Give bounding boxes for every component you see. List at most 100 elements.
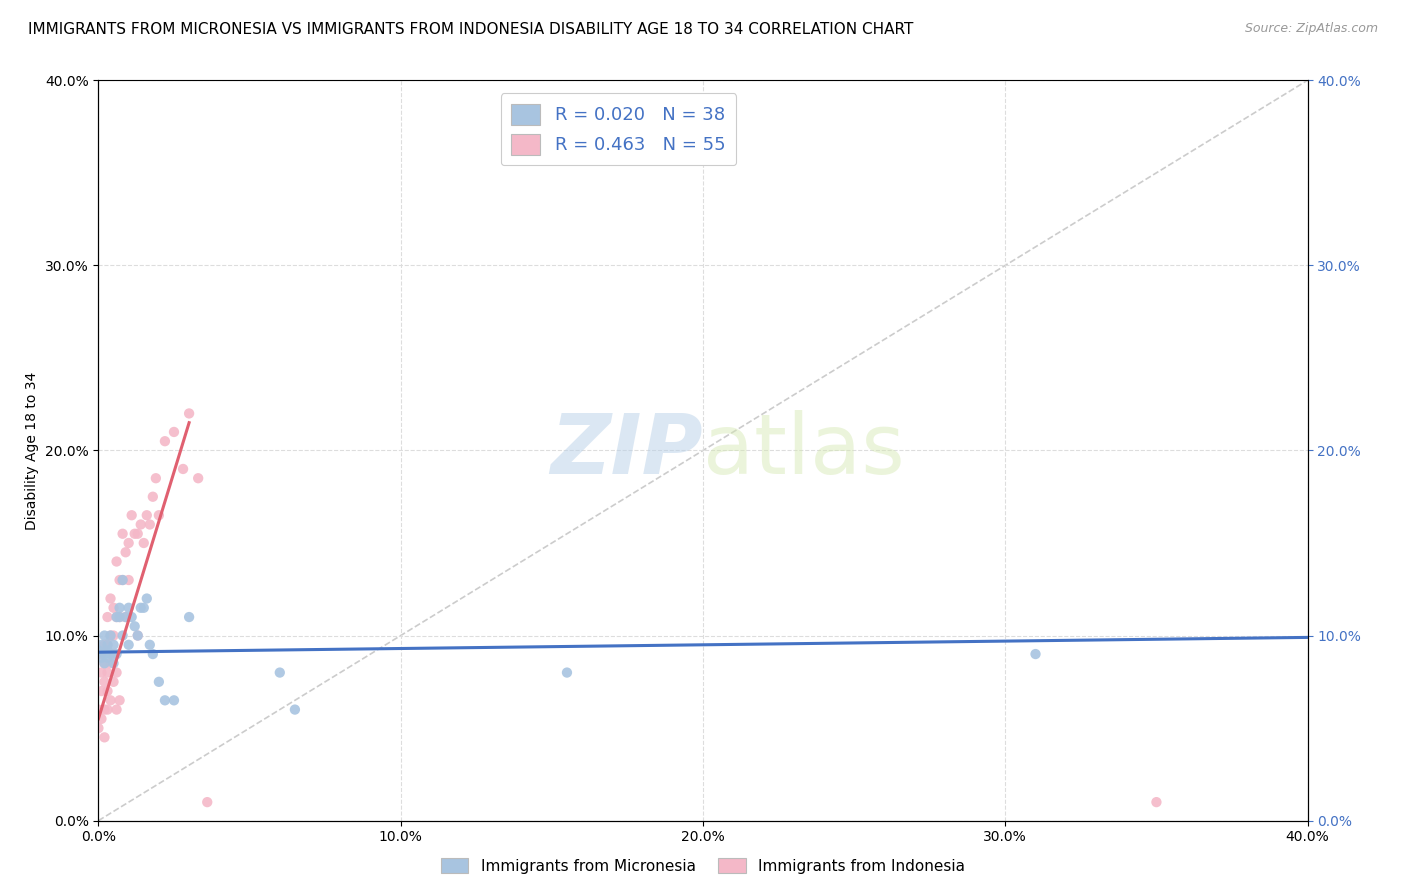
Point (100, 647, 122, 661)
Point (153, 693, 176, 707)
Point (93, 628, 115, 642)
Point (100, 657, 122, 671)
Point (105, 610, 128, 624)
Point (127, 526, 149, 541)
Point (111, 573, 134, 587)
Point (103, 647, 125, 661)
Point (103, 600, 125, 615)
Point (100, 591, 122, 606)
Point (114, 610, 136, 624)
Point (127, 628, 149, 642)
Point (96, 638, 118, 652)
Point (108, 610, 131, 624)
Point (132, 600, 155, 615)
Point (118, 536, 141, 550)
Point (142, 490, 165, 504)
Point (163, 425, 186, 439)
Point (87, 703, 110, 717)
Point (100, 628, 122, 642)
Point (121, 508, 143, 523)
Point (96, 610, 118, 624)
Point (108, 693, 131, 707)
Point (108, 610, 131, 624)
Legend: Immigrants from Micronesia, Immigrants from Indonesia: Immigrants from Micronesia, Immigrants f… (434, 852, 972, 880)
Point (100, 628, 122, 642)
Point (1024, 647, 1046, 661)
Point (103, 674, 125, 689)
Point (124, 526, 146, 541)
Point (90, 650, 112, 665)
Point (96, 665, 118, 680)
Point (90, 665, 112, 680)
Point (87, 721, 110, 735)
Point (96, 643, 118, 657)
Point (135, 591, 157, 606)
Point (93, 647, 115, 661)
Point (108, 573, 131, 587)
Point (103, 628, 125, 642)
Point (103, 657, 125, 671)
Point (129, 600, 152, 615)
Point (90, 647, 112, 661)
Point (90, 638, 112, 652)
Point (114, 545, 136, 559)
Point (145, 471, 167, 485)
Point (135, 508, 157, 523)
Point (179, 610, 201, 624)
Point (121, 610, 143, 624)
Point (284, 703, 307, 717)
Point (555, 665, 578, 680)
Point (93, 638, 115, 652)
Point (153, 434, 176, 449)
Point (118, 600, 141, 615)
Point (127, 628, 149, 642)
Point (139, 638, 162, 652)
Point (90, 684, 112, 698)
Point (93, 731, 115, 745)
Point (118, 573, 141, 587)
Text: Source: ZipAtlas.com: Source: ZipAtlas.com (1244, 22, 1378, 36)
Point (108, 600, 131, 615)
Point (90, 712, 112, 726)
Point (93, 674, 115, 689)
Point (96, 703, 118, 717)
Point (148, 508, 170, 523)
Point (172, 462, 194, 476)
Point (142, 647, 165, 661)
Legend: R = 0.020   N = 38, R = 0.463   N = 55: R = 0.020 N = 38, R = 0.463 N = 55 (501, 93, 737, 165)
Point (139, 517, 162, 532)
Point (103, 638, 125, 652)
Point (105, 703, 128, 717)
Text: atlas: atlas (703, 410, 904, 491)
Point (105, 647, 128, 661)
Point (93, 657, 115, 671)
Point (87, 643, 110, 657)
Point (114, 610, 136, 624)
Point (96, 684, 118, 698)
Point (100, 693, 122, 707)
Point (163, 693, 186, 707)
Text: ZIP: ZIP (550, 410, 703, 491)
Point (105, 554, 128, 569)
Point (129, 517, 152, 532)
Point (148, 674, 170, 689)
Point (96, 650, 118, 665)
Point (111, 628, 134, 642)
Point (93, 703, 115, 717)
Point (195, 795, 218, 809)
Point (105, 610, 128, 624)
Point (1144, 795, 1167, 809)
Point (111, 526, 134, 541)
Point (93, 657, 115, 671)
Text: IMMIGRANTS FROM MICRONESIA VS IMMIGRANTS FROM INDONESIA DISABILITY AGE 18 TO 34 : IMMIGRANTS FROM MICRONESIA VS IMMIGRANTS… (28, 22, 914, 37)
Point (111, 573, 134, 587)
Point (105, 665, 128, 680)
Point (96, 638, 118, 652)
Point (179, 407, 201, 421)
Point (132, 536, 155, 550)
Point (118, 638, 141, 652)
Point (124, 619, 146, 633)
Point (269, 665, 291, 680)
Point (187, 471, 209, 485)
Y-axis label: Disability Age 18 to 34: Disability Age 18 to 34 (25, 371, 39, 530)
